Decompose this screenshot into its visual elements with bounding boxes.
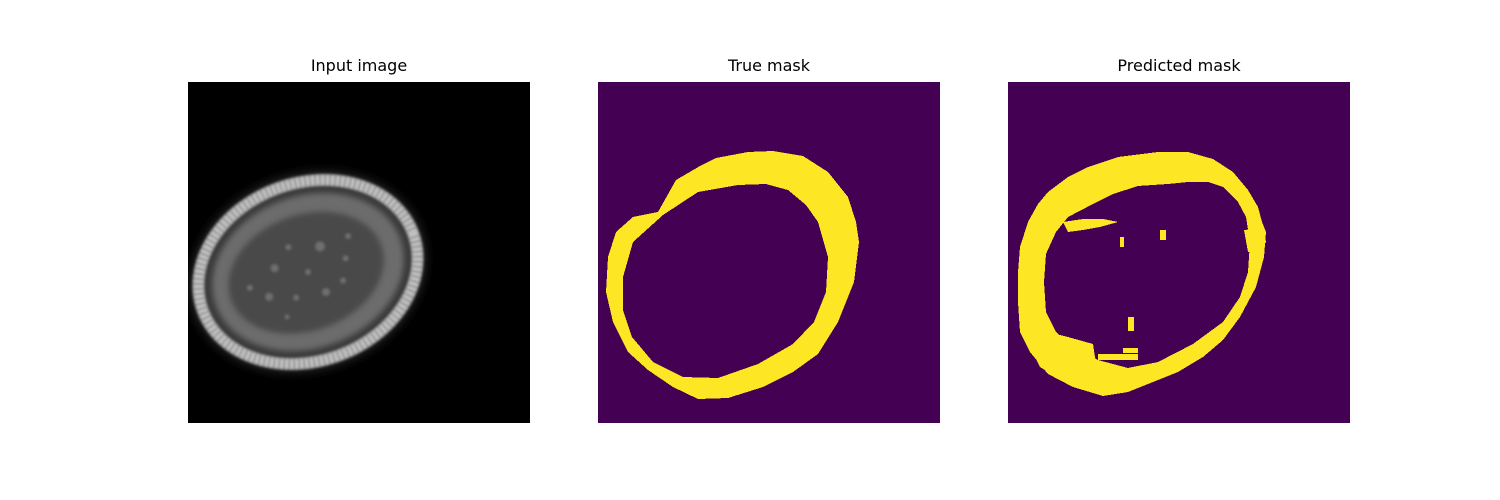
predicted-mask-speck bbox=[1160, 230, 1166, 240]
true-mask bbox=[598, 82, 940, 423]
input-image bbox=[188, 82, 530, 423]
input-image-panel: Input image bbox=[188, 0, 530, 500]
predicted-mask bbox=[1008, 82, 1350, 423]
true-mask-frame bbox=[598, 82, 940, 423]
true-mask-panel: True mask bbox=[598, 0, 940, 500]
input-image-frame bbox=[188, 82, 530, 423]
predicted-mask-title: Predicted mask bbox=[1117, 56, 1241, 75]
predicted-mask-spur bbox=[1063, 219, 1118, 232]
predicted-mask-streak bbox=[1098, 354, 1138, 360]
predicted-mask-speck bbox=[1120, 237, 1124, 247]
predicted-mask-speck bbox=[1128, 317, 1134, 331]
cell-granules bbox=[246, 233, 352, 320]
true-mask-title: True mask bbox=[727, 56, 811, 75]
predicted-mask-frame bbox=[1008, 82, 1350, 423]
predicted-mask-blob bbox=[1028, 322, 1096, 378]
cell-rim-texture bbox=[193, 175, 423, 369]
predicted-mask-panel: Predicted mask bbox=[1008, 0, 1350, 500]
input-image-title: Input image bbox=[310, 56, 408, 75]
predicted-mask-streak bbox=[1123, 348, 1138, 353]
predicted-mask-right-notch bbox=[1244, 228, 1266, 254]
